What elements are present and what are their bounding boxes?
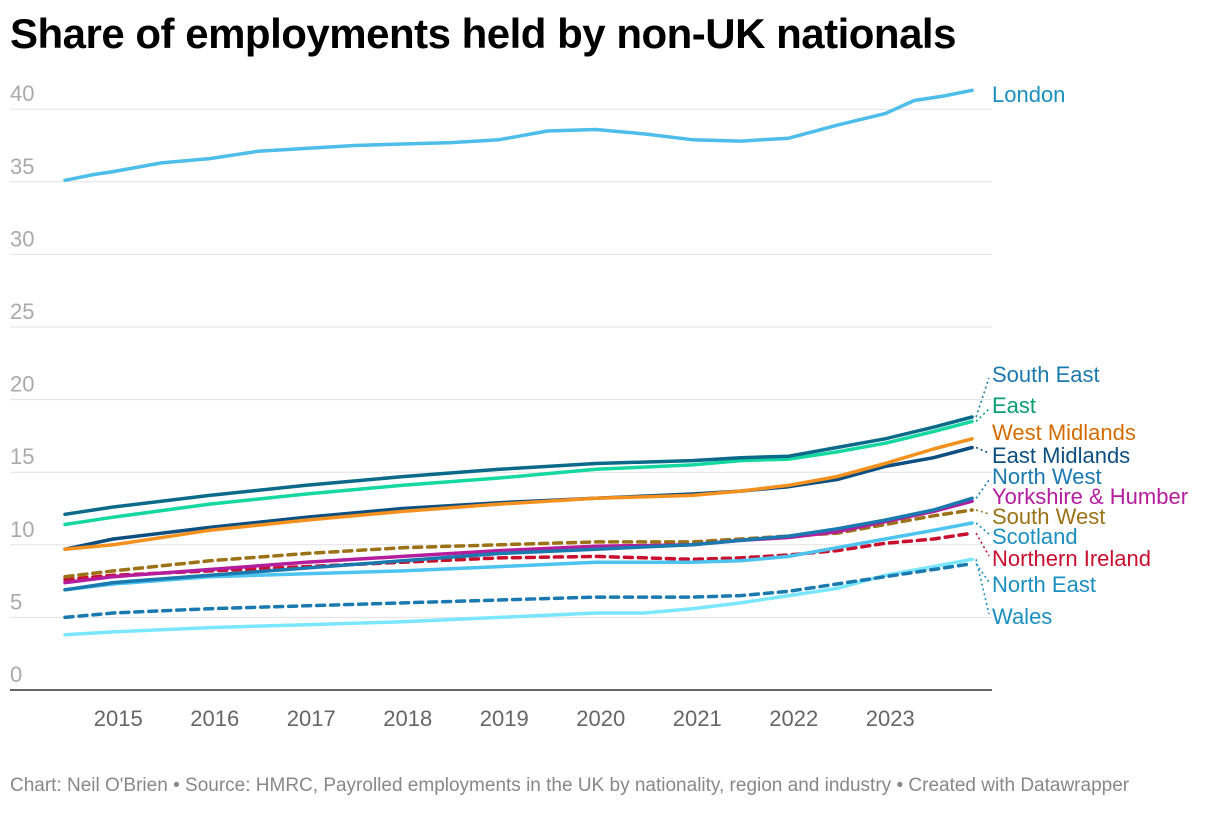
y-tick-label: 20 [10, 372, 34, 397]
series-label: North East [992, 572, 1096, 597]
x-tick-label: 2018 [383, 706, 432, 731]
series-line-yorkshire-humber [63, 499, 974, 585]
series-label: Yorkshire & Humber [992, 484, 1188, 509]
y-tick-label: 40 [10, 81, 34, 106]
series-label: North West [992, 464, 1102, 489]
series-line-south-west [63, 508, 974, 579]
leader-line [975, 532, 990, 557]
series-label: South West [992, 504, 1105, 529]
x-tick-label: 2022 [769, 706, 818, 731]
series-label: Scotland [992, 524, 1078, 549]
series-line-east [63, 419, 974, 527]
series-label: West Midlands [992, 420, 1136, 445]
x-tick-label: 2017 [287, 706, 336, 731]
footer-credit: Chart: Neil O'Brien [10, 775, 168, 796]
series-label: East [992, 393, 1036, 418]
gridlines [10, 108, 992, 691]
series-line-north-east [63, 561, 974, 620]
y-tick-label: 35 [10, 154, 34, 179]
leader-line [975, 559, 990, 615]
y-tick-label: 30 [10, 226, 34, 251]
y-axis-ticks: 0 5 10 15 20 25 30 35 40 [10, 81, 34, 687]
series-lines [63, 88, 974, 637]
series-line-north-west [63, 496, 974, 592]
y-tick-label: 10 [10, 517, 34, 542]
leader-line [975, 509, 990, 515]
y-tick-label: 25 [10, 299, 34, 324]
footer-source: Source: HMRC, Payrolled employments in t… [185, 775, 892, 796]
x-tick-label: 2020 [576, 706, 625, 731]
series-label: East Midlands [992, 443, 1130, 468]
footer-created: Created with Datawrapper [908, 775, 1130, 796]
x-tick-label: 2019 [480, 706, 529, 731]
leader-line [975, 479, 990, 499]
series-line-west-midlands [63, 437, 974, 551]
series-label: Northern Ireland [992, 546, 1151, 571]
x-tick-label: 2016 [190, 706, 239, 731]
series-label: London [992, 82, 1065, 107]
chart-footer: Chart: Neil O'Brien • Source: HMRC, Payr… [10, 773, 1190, 799]
footer-separator: • [167, 775, 186, 796]
x-tick-label: 2015 [94, 706, 143, 731]
series-label: South East [992, 362, 1100, 387]
leader-line [975, 377, 990, 418]
y-tick-label: 15 [10, 444, 34, 469]
series-line-northern-ireland [63, 531, 974, 582]
x-axis-ticks: 2015 2016 2017 2018 2019 2020 2021 2022 2023 [94, 706, 915, 731]
y-tick-label: 5 [10, 589, 22, 614]
leader-line [975, 563, 990, 583]
series-line-london [63, 88, 974, 183]
leader-line [975, 522, 990, 535]
chart-title: Share of employments held by non-UK nati… [10, 10, 956, 57]
leader-line [975, 446, 990, 454]
series-label: Wales [992, 604, 1052, 629]
series-line-south-east [63, 415, 974, 517]
series-line-scotland [63, 521, 974, 592]
label-leader-lines [975, 377, 990, 615]
x-tick-label: 2023 [866, 706, 915, 731]
footer-separator: • [891, 775, 909, 796]
y-tick-label: 0 [10, 662, 22, 687]
x-tick-label: 2021 [673, 706, 722, 731]
